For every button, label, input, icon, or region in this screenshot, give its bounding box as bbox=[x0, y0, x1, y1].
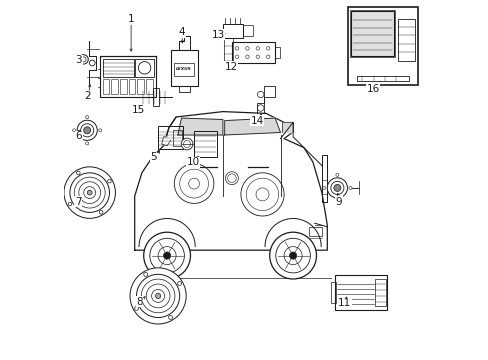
Text: 16: 16 bbox=[366, 84, 379, 94]
Circle shape bbox=[83, 127, 90, 134]
Polygon shape bbox=[178, 118, 223, 135]
Text: 5: 5 bbox=[150, 152, 157, 162]
Circle shape bbox=[77, 120, 97, 140]
Circle shape bbox=[155, 293, 161, 298]
Bar bbox=[398, 19, 414, 61]
Text: 11: 11 bbox=[337, 298, 350, 308]
Bar bbox=[170, 50, 197, 86]
Bar bbox=[231, 42, 275, 63]
Circle shape bbox=[130, 268, 186, 324]
Bar bbox=[347, 7, 417, 85]
Bar bbox=[174, 63, 194, 76]
Bar bbox=[135, 59, 153, 77]
Bar bbox=[334, 275, 386, 310]
Text: 9: 9 bbox=[335, 197, 342, 207]
Polygon shape bbox=[282, 122, 292, 132]
Text: 1: 1 bbox=[127, 14, 134, 24]
Text: LEXUS: LEXUS bbox=[176, 67, 192, 72]
Text: 10: 10 bbox=[186, 157, 200, 167]
Text: 13: 13 bbox=[211, 30, 224, 40]
Text: 12: 12 bbox=[224, 62, 237, 72]
Circle shape bbox=[163, 252, 170, 259]
Bar bbox=[275, 48, 280, 58]
Text: 3: 3 bbox=[76, 55, 82, 66]
Bar bbox=[137, 80, 144, 94]
Bar bbox=[309, 227, 321, 236]
Circle shape bbox=[333, 184, 340, 192]
Text: 6: 6 bbox=[76, 131, 82, 141]
Bar bbox=[146, 80, 152, 94]
Bar bbox=[173, 130, 182, 146]
Circle shape bbox=[289, 252, 296, 259]
Bar bbox=[351, 11, 393, 56]
Bar bbox=[223, 24, 242, 38]
Bar bbox=[158, 126, 183, 149]
Bar bbox=[349, 10, 394, 57]
Text: 4: 4 bbox=[179, 27, 185, 37]
Text: 8: 8 bbox=[136, 297, 142, 307]
Bar bbox=[102, 80, 109, 94]
Bar bbox=[356, 76, 408, 81]
Text: 14: 14 bbox=[250, 116, 263, 126]
Bar bbox=[331, 282, 335, 303]
Bar bbox=[128, 80, 135, 94]
Circle shape bbox=[64, 167, 115, 218]
Bar bbox=[103, 59, 134, 77]
Polygon shape bbox=[162, 137, 170, 146]
Bar bbox=[120, 80, 126, 94]
Bar bbox=[374, 279, 385, 306]
Polygon shape bbox=[134, 135, 326, 250]
Polygon shape bbox=[224, 118, 280, 135]
Polygon shape bbox=[163, 112, 291, 146]
Bar bbox=[101, 56, 156, 97]
Circle shape bbox=[87, 190, 92, 195]
Circle shape bbox=[326, 178, 347, 198]
Bar bbox=[224, 38, 232, 67]
Bar bbox=[111, 80, 118, 94]
Bar bbox=[242, 26, 252, 36]
Circle shape bbox=[269, 232, 316, 279]
Text: 2: 2 bbox=[84, 91, 90, 102]
Text: 15: 15 bbox=[131, 105, 144, 115]
Circle shape bbox=[143, 232, 190, 279]
Bar bbox=[321, 155, 326, 202]
Bar bbox=[194, 131, 217, 157]
Circle shape bbox=[181, 138, 193, 150]
Text: 7: 7 bbox=[75, 197, 81, 207]
